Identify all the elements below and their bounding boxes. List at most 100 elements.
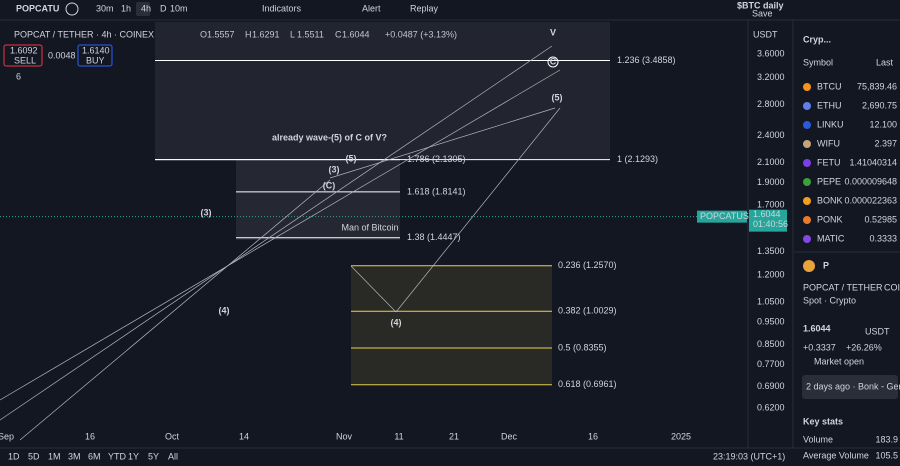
annotation-line	[0, 45, 553, 421]
fib-label: 1.236 (3.4858)	[617, 55, 676, 65]
range-button[interactable]: YTD	[108, 451, 127, 461]
watchlist-title[interactable]: Cryp...	[803, 34, 831, 44]
price-tick: 2.1000	[757, 157, 785, 167]
buy-button[interactable]	[77, 44, 113, 67]
watch-last: 12.100	[869, 119, 897, 129]
wave-label: (5)	[552, 92, 563, 102]
indicators-button[interactable]: Indicators	[262, 3, 302, 13]
price-tick: 0.8500	[757, 339, 785, 349]
fib-zone	[351, 266, 552, 384]
col-last: Last	[876, 57, 894, 67]
axis-currency: USDT	[753, 29, 778, 39]
ohlc-value: 1.5557	[207, 29, 235, 39]
interval-button[interactable]: 10m	[170, 3, 188, 13]
symbol-icon	[803, 83, 811, 91]
watch-symbol[interactable]: WIFU	[817, 138, 840, 148]
interval-button[interactable]: D	[160, 3, 167, 13]
wave-label: (4)	[219, 305, 230, 315]
chart-area	[0, 20, 790, 448]
last-price-tag	[749, 209, 787, 232]
symbol-icon	[803, 140, 811, 148]
fib-label: 1 (2.1293)	[617, 154, 658, 164]
detail-exchange: COINEX	[884, 282, 900, 292]
stat-value: 105.5	[875, 450, 898, 460]
clock: 23:19:03 (UTC+1)	[713, 451, 785, 461]
buy-price: 1.6140	[82, 45, 110, 55]
fib-zone	[236, 160, 400, 240]
add-symbol[interactable]	[65, 2, 79, 16]
wave-label: (3)	[201, 207, 212, 217]
price-tick: 1.7000	[757, 199, 785, 209]
time-tick: Sep	[0, 431, 14, 441]
watch-last: 0.000009648	[844, 176, 897, 186]
price-tick: 1.9000	[757, 177, 785, 187]
symbol-icon	[803, 216, 811, 224]
range-button[interactable]: 1Y	[128, 451, 139, 461]
price-tick: 1.2000	[757, 269, 785, 279]
range-button[interactable]: 1D	[8, 451, 20, 461]
watch-last: 0.000022363	[844, 195, 897, 205]
symbol-search[interactable]: POPCATU	[16, 3, 59, 13]
time-tick: 16	[588, 431, 598, 441]
key-stats: Key stats	[803, 416, 843, 426]
spread: 0.0048	[48, 50, 76, 60]
watch-symbol[interactable]: PONK	[817, 214, 843, 224]
range-button[interactable]: 1M	[48, 451, 61, 461]
price-tick: 3.6000	[757, 48, 785, 58]
time-tick: 2025	[671, 431, 691, 441]
fib-label: 0.236 (1.2570)	[558, 260, 617, 270]
price-tick: 2.4000	[757, 130, 785, 140]
news: 2 days ago · Bonk - Gemini Listing - 04.…	[806, 381, 900, 391]
watch-symbol[interactable]: PEPE	[817, 176, 841, 186]
time-tick: Dec	[501, 431, 518, 441]
annotation-line	[395, 107, 561, 313]
interval-button[interactable]: 1h	[121, 3, 131, 13]
indicator-count[interactable]: 6	[16, 71, 21, 81]
price-tick: 2.8000	[757, 99, 785, 109]
market-status: Market open	[814, 356, 864, 366]
sell-button[interactable]	[3, 44, 43, 67]
symbol-icon	[803, 235, 811, 243]
fib-label: 0.618 (0.6961)	[558, 379, 617, 389]
interval-button[interactable]: 30m	[96, 3, 114, 13]
price-tick: 0.7700	[757, 359, 785, 369]
watch-symbol[interactable]: LINKU	[817, 119, 844, 129]
watch-last: 2.397	[874, 138, 897, 148]
watch-last: 2,690.75	[862, 100, 897, 110]
range-button[interactable]: All	[168, 451, 178, 461]
detail-price: 1.6044	[803, 323, 831, 333]
annotation-line	[329, 107, 556, 179]
detail-icon	[803, 260, 815, 272]
watch-symbol[interactable]: BTCU	[817, 81, 842, 91]
chart-title: POPCAT / TETHER · 4h · COINEX	[14, 29, 154, 39]
replay-button[interactable]: Replay	[410, 3, 439, 13]
layout-name[interactable]: $BTC daily	[737, 0, 784, 10]
range-button[interactable]: 6M	[88, 451, 101, 461]
sell-price: 1.6092	[10, 45, 38, 55]
ohlc-label: L	[290, 29, 295, 39]
watch-symbol[interactable]: FETU	[817, 157, 841, 167]
annotation: already wave-(5) of C of V?	[272, 132, 387, 142]
price-tick: 1.3500	[757, 246, 785, 256]
time-tick: Oct	[165, 431, 180, 441]
alert-button[interactable]: Alert	[362, 3, 381, 13]
symbol-tag	[697, 210, 747, 223]
fib-label: 1.38 (1.4447)	[407, 232, 461, 242]
range-button[interactable]: 5Y	[148, 451, 159, 461]
col-symbol: Symbol	[803, 57, 833, 67]
ohlc-label: O	[200, 29, 207, 39]
ohlc-value: 1.6291	[252, 29, 280, 39]
wave-label: (C)	[323, 180, 336, 190]
range-button[interactable]: 3M	[68, 451, 81, 461]
watch-symbol[interactable]: BONK	[817, 195, 843, 205]
fib-label: 0.5 (0.8355)	[558, 342, 607, 352]
news-card[interactable]	[802, 375, 898, 399]
watch-symbol[interactable]: ETHU	[817, 100, 842, 110]
interval-button[interactable]: 4h	[141, 3, 151, 13]
watch-symbol[interactable]: MATIC	[817, 233, 845, 243]
time-tick: 14	[239, 431, 249, 441]
symbol-icon	[803, 121, 811, 129]
range-button[interactable]: 5D	[28, 451, 40, 461]
price-tick: 3.2000	[757, 72, 785, 82]
